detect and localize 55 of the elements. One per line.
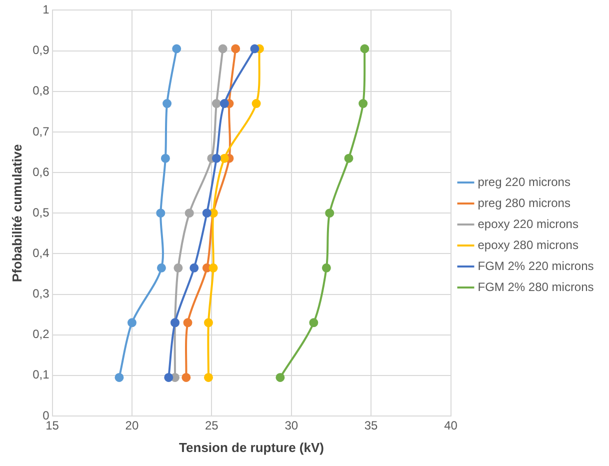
point <box>183 318 192 328</box>
y-tick-label: 0,5 <box>32 205 50 220</box>
point <box>252 99 261 108</box>
legend-label: preg 280 microns <box>478 196 570 210</box>
point <box>360 44 370 54</box>
y-tick-label: 0,7 <box>32 124 50 138</box>
point <box>250 44 260 54</box>
point <box>160 154 170 163</box>
point <box>172 44 182 54</box>
point <box>182 372 191 382</box>
point <box>344 154 354 163</box>
point <box>212 99 221 108</box>
point <box>309 318 318 328</box>
y-tick-label: 0,6 <box>32 164 50 179</box>
point <box>231 44 240 54</box>
point <box>212 154 221 163</box>
point <box>156 208 166 218</box>
y-tick-label: 1 <box>42 2 50 17</box>
y-tick-label: 0,1 <box>32 368 50 382</box>
point <box>325 208 334 218</box>
point <box>276 372 285 382</box>
y-tick-label: 0,8 <box>32 84 50 98</box>
point <box>174 263 183 272</box>
point <box>184 208 194 218</box>
point <box>204 318 213 328</box>
legend-label: epoxy 220 microns <box>478 216 578 231</box>
point <box>218 44 228 54</box>
legend-label: preg 220 microns <box>478 174 570 189</box>
x-tick-label: 25 <box>204 418 219 433</box>
legend-label: FGM 2% 280 microns <box>478 280 594 294</box>
legend-label: epoxy 280 microns <box>478 238 578 252</box>
point <box>114 372 124 382</box>
point <box>358 99 368 108</box>
y-tick-label: 0,2 <box>32 327 50 342</box>
point <box>190 263 199 272</box>
x-tick-label: 40 <box>444 418 458 433</box>
point <box>204 372 213 382</box>
legend-label: FGM 2% 220 microns <box>478 258 594 273</box>
point <box>202 208 212 218</box>
point <box>322 263 331 272</box>
x-tick-label: 20 <box>125 418 139 433</box>
y-tick-label: 0,4 <box>32 246 50 260</box>
y-tick-label: 0,3 <box>32 286 50 301</box>
point <box>164 372 174 382</box>
point <box>220 154 229 163</box>
point <box>156 263 166 272</box>
point <box>162 99 172 108</box>
y-axis-title: Pfobabilité cumulative <box>9 144 24 282</box>
x-tick-label: 30 <box>284 418 298 433</box>
x-tick-label: 35 <box>364 418 378 433</box>
x-axis-title: Tension de rupture (kV) <box>179 440 324 455</box>
point <box>220 99 229 108</box>
point <box>208 263 218 272</box>
y-tick-label: 0,9 <box>32 43 50 58</box>
point <box>127 318 136 328</box>
